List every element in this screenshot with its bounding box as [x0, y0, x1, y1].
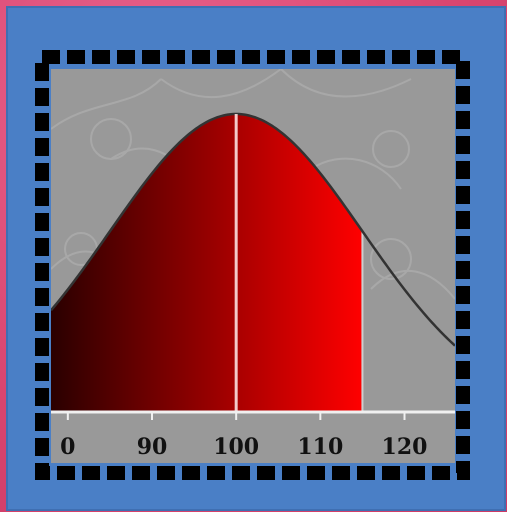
normal-distribution-chart: 0 90 100 110 120 — [51, 69, 455, 460]
shaded-area — [51, 114, 363, 412]
x-tick-label-110: 110 — [297, 434, 343, 460]
density-curve — [51, 112, 455, 347]
x-tick-label-120: 120 — [382, 434, 428, 460]
x-tick-label-90: 90 — [137, 434, 168, 460]
x-tick-label-80: 0 — [60, 434, 75, 460]
x-tick-label-100: 100 — [213, 434, 259, 460]
plot-area: 0 90 100 110 120 — [51, 69, 455, 463]
dashed-frame — [35, 50, 470, 480]
